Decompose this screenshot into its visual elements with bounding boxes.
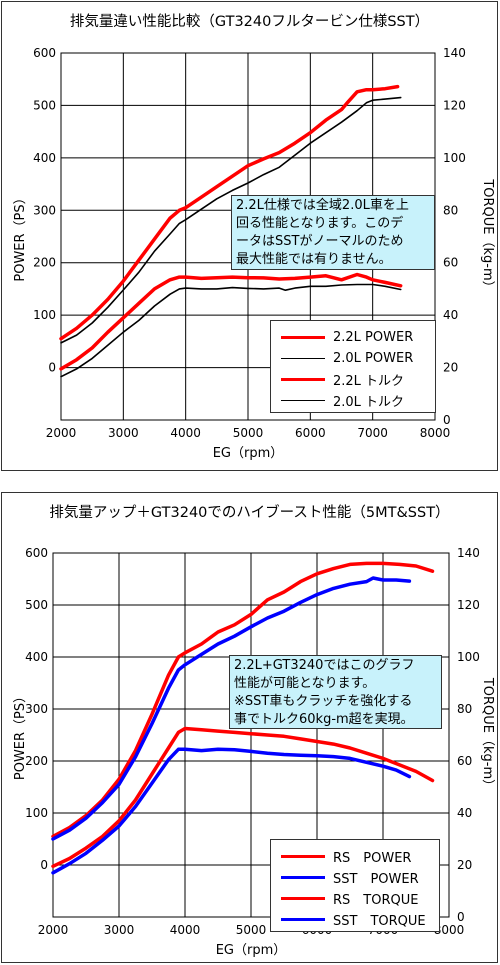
legend-entry: 2.2L POWER (281, 327, 427, 348)
y2-tick-label: 20 (457, 858, 472, 872)
series-line (51, 561, 435, 839)
legend-label: SST POWER (333, 872, 419, 887)
x-tick-label: 4000 (170, 923, 201, 937)
y-tick-label: 100 (25, 806, 48, 820)
legend-entry: SST POWER (281, 867, 431, 888)
legend-label: RS TORQUE (333, 893, 419, 908)
x-tick-label: 7000 (357, 426, 388, 440)
y2-tick-label: 140 (457, 546, 480, 560)
x-tick-label: 8000 (434, 923, 465, 937)
legend-label: 2.0L トルク (333, 395, 405, 410)
y2-tick-label: 60 (457, 754, 472, 768)
legend-swatch (281, 378, 325, 381)
annotation-line: 回る性能となります。このデ (236, 216, 404, 231)
annotation-line: 最大性能では有りません。 (236, 252, 392, 267)
series-line (59, 272, 403, 371)
annotation-line: 性能が可能となります。 (234, 676, 376, 691)
legend-swatch (281, 876, 325, 879)
annotation-box: 2.2L仕様では全域2.0L車を上 回る性能となります。このデ ータはSSTがノ… (231, 195, 435, 270)
legend-entry: RS TORQUE (281, 888, 431, 909)
y-axis-label: POWER（PS） (13, 690, 28, 780)
x-tick-label: 2000 (38, 923, 69, 937)
legend-swatch (281, 918, 325, 921)
y-axis-label: POWER（PS） (13, 191, 28, 281)
y2-tick-label: 80 (443, 203, 458, 217)
y-tick-label: 500 (25, 598, 48, 612)
annotation-box: 2.2L+GT3240ではこのグラフ 性能が可能となります。 ※SST車もクラッ… (229, 655, 442, 729)
chart-panel-1: 排気量違い性能比較（GT3240フルタービン仕様SST） 2000 3000 400… (1, 1, 498, 471)
x-tick-label: 4000 (170, 426, 201, 440)
x-tick-label: 3000 (104, 923, 135, 937)
y-tick-label: 200 (25, 754, 48, 768)
legend-swatch (281, 855, 325, 858)
x-tick-label: 2000 (46, 426, 77, 440)
annotation-line: 事でトルク60kg-m超を実現。 (234, 712, 414, 727)
legend-entry: 2.0L トルク (281, 390, 427, 411)
series-line (51, 726, 435, 869)
legend-swatch (281, 336, 325, 339)
y2-tick-label: 120 (457, 598, 480, 612)
y2-tick-label: 120 (443, 98, 466, 112)
y-tick-label: 300 (33, 203, 56, 217)
annotation-line: ※SST車もクラッチを強化する (234, 694, 413, 709)
y2-tick-label: 0 (443, 413, 451, 427)
legend-entry: 2.2L トルク (281, 369, 427, 390)
series-line (51, 747, 412, 875)
x-tick-label: 5000 (236, 923, 267, 937)
y2-tick-label: 80 (457, 702, 472, 716)
plot-frame (52, 552, 450, 918)
legend-entry: RS POWER (281, 846, 431, 867)
series-line (59, 84, 400, 341)
y-tick-label: 200 (33, 256, 56, 270)
y2-tick-label: 20 (443, 361, 458, 375)
chart-title: 排気量アップ＋GT3240でのハイブースト性能（5MT&SST） (49, 505, 450, 521)
x-axis-label: EG（rpm） (216, 943, 287, 958)
legend-label: 2.2L トルク (333, 374, 405, 389)
y2-tick-label: 100 (443, 151, 466, 165)
legend-label: 2.2L POWER (333, 330, 414, 345)
x-axis-label: EG（rpm） (213, 446, 284, 461)
y-tick-label: 600 (33, 46, 56, 60)
legend-label: SST TORQUE (333, 914, 426, 929)
annotation-line: ータはSSTがノーマルのため (236, 234, 404, 249)
y-tick-label: 600 (25, 546, 48, 560)
chart-title: 排気量違い性能比較（GT3240フルタービン仕様SST） (69, 14, 430, 30)
x-tick-label: 8000 (420, 426, 451, 440)
y-tick-label: 300 (25, 702, 48, 716)
legend-label: 2.0L POWER (333, 351, 414, 366)
annotation-line: 2.2L仕様では全域2.0L車を上 (236, 198, 409, 213)
y2-tick-label: 40 (443, 308, 458, 322)
series-line (51, 576, 412, 841)
legend-swatch (281, 400, 325, 401)
y2-axis-label: TORQUE（kg-m） (480, 178, 495, 293)
legend-entry: SST TORQUE (281, 909, 431, 930)
chart-panel-2: 排気量アップ＋GT3240でのハイブースト性能（5MT&SST） 2000 300… (1, 492, 498, 963)
y2-tick-label: 60 (443, 256, 458, 270)
y2-tick-label: 140 (443, 46, 466, 60)
y2-tick-label: 100 (457, 650, 480, 664)
annotation-line: 2.2L+GT3240ではこのグラフ (234, 658, 415, 673)
series-line (60, 283, 402, 378)
plot-frame (60, 52, 436, 421)
y-tick-label: 500 (33, 98, 56, 112)
legend-swatch (281, 897, 325, 900)
y-tick-label: 0 (40, 858, 48, 872)
y2-tick-label: 0 (457, 910, 465, 924)
y-tick-label: 400 (25, 650, 48, 664)
y-tick-label: 400 (33, 151, 56, 165)
y2-tick-label: 40 (457, 806, 472, 820)
y-tick-label: 100 (33, 308, 56, 322)
legend-swatch (281, 358, 325, 359)
legend: RS POWER SST POWER RS TORQUE SST TORQUE (270, 839, 440, 932)
legend-label: RS POWER (333, 851, 412, 866)
legend: 2.2L POWER 2.0L POWER 2.2L トルク 2.0L トルク (270, 320, 436, 413)
series-line (60, 96, 402, 344)
x-tick-label: 5000 (233, 426, 264, 440)
x-tick-label: 6000 (295, 426, 326, 440)
x-tick-label: 3000 (108, 426, 139, 440)
legend-entry: 2.0L POWER (281, 348, 427, 369)
y2-axis-label: TORQUE（kg-m） (480, 677, 495, 792)
y-tick-label: 0 (48, 361, 56, 375)
